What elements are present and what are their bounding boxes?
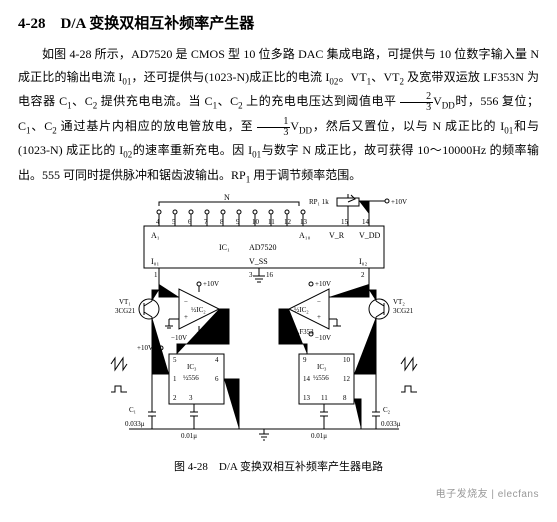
svg-text:9: 9 (303, 356, 307, 364)
sub: 01 (504, 125, 513, 135)
svg-text:2: 2 (173, 394, 177, 402)
svg-text:10: 10 (252, 218, 260, 226)
t: 、C (31, 119, 53, 133)
figure: N RP₁ 1k +10V A₁ A₁₀ V_R V_DD IC₁ AD7520… (18, 194, 539, 474)
lbl-VT2a: VT₂ (393, 298, 405, 306)
svg-text:14: 14 (303, 375, 311, 383)
den: 3 (400, 103, 433, 113)
fraction: 13 (257, 117, 290, 138)
lbl-IC3b: IC₃ (317, 363, 327, 371)
t: ，然后又置位，以与 N 成正比的 I (312, 119, 504, 133)
cap033b: 0.033μ (381, 420, 401, 428)
svg-text:9: 9 (236, 218, 240, 226)
circuit-diagram: N RP₁ 1k +10V A₁ A₁₀ V_R V_DD IC₁ AD7520… (99, 194, 459, 454)
watermark: 电子发烧友 | elecfans (436, 485, 539, 500)
t: 、C (217, 94, 238, 108)
svg-text:+: + (317, 313, 321, 321)
lbl-10v-b: +10V (203, 280, 219, 288)
svg-text:+: + (184, 313, 188, 321)
svg-text:5: 5 (173, 356, 177, 364)
section-heading: 4-28 D/A 变换双相互补频率产生器 (18, 12, 539, 33)
svg-text:−: − (317, 298, 321, 306)
svg-text:4: 4 (156, 218, 160, 226)
lbl-A10: A₁₀ (299, 231, 311, 240)
t: 、VT (371, 70, 399, 84)
lbl-RP1: RP₁ 1k (309, 198, 329, 206)
lbl-556a: ½556 (183, 374, 199, 382)
t: V (290, 119, 299, 133)
lbl-Io1: I₀₁ (151, 257, 159, 266)
sub: 02 (329, 76, 338, 86)
lbl-IC2a: ½IC₂ (191, 306, 206, 314)
lbl-VSS: V_SS (249, 257, 268, 266)
cap001b: 0.01μ (311, 432, 327, 440)
lbl-C1: C₁ (129, 406, 136, 414)
fraction: 23 (400, 92, 433, 113)
sub: 01 (252, 150, 261, 160)
lbl-VR: V_R (329, 231, 345, 240)
den: 3 (257, 128, 290, 138)
lbl-VDD: V_DD (359, 231, 381, 240)
t: 的速率重新充电。因 I (132, 143, 252, 157)
paragraph: 如图 4-28 所示，AD7520 是 CMOS 型 10 位多路 DAC 集成… (18, 43, 539, 188)
lbl-VT2b: 3CG21 (393, 307, 414, 315)
pin3: 3 (249, 271, 253, 279)
lbl-VT1a: VT₁ (119, 298, 131, 306)
figure-caption: 图 4-28 D/A 变换双相互补频率产生器电路 (174, 458, 383, 474)
lbl-10v-d: +10V (137, 344, 153, 352)
lbl-A1: A₁ (151, 231, 160, 240)
lbl-10v-c: +10V (315, 280, 331, 288)
t: 提供充电电流。当 C (97, 94, 212, 108)
pin2: 2 (361, 271, 365, 279)
top-pins: 4 5 6 7 8 9 10 11 12 13 (156, 210, 308, 226)
sub: DD (442, 101, 455, 111)
svg-text:6: 6 (188, 218, 192, 226)
svg-text:4: 4 (215, 356, 219, 364)
lbl-IC2b: ½IC₂ (294, 306, 309, 314)
lbl-556b: ½556 (313, 374, 329, 382)
t: 通过基片内相应的放电管放电，至 (57, 119, 258, 133)
t: ，还可提供与(1023-N)成正比的电流 I (131, 70, 329, 84)
svg-text:12: 12 (284, 218, 292, 226)
t: V (433, 94, 442, 108)
lbl-N: N (224, 194, 230, 202)
pin16: 16 (266, 271, 274, 279)
svg-text:13: 13 (300, 218, 308, 226)
svg-text:11: 11 (321, 394, 328, 402)
lbl-m10v-b: −10V (315, 334, 331, 342)
t: 上的充电电压达到阈值电平 (243, 94, 400, 108)
svg-text:6: 6 (215, 375, 219, 383)
svg-text:−: − (184, 298, 188, 306)
svg-text:13: 13 (303, 394, 311, 402)
pin15: 15 (341, 218, 349, 226)
lbl-AD7520: AD7520 (249, 243, 277, 252)
pin1: 1 (154, 271, 158, 279)
svg-text:11: 11 (268, 218, 275, 226)
svg-text:1: 1 (173, 375, 177, 383)
pin14: 14 (362, 218, 370, 226)
cap033a: 0.033μ (125, 420, 145, 428)
t: 、C (72, 94, 93, 108)
lbl-m10v-a: −10V (171, 334, 187, 342)
lbl-VT1b: 3CG21 (115, 307, 136, 315)
svg-text:8: 8 (343, 394, 347, 402)
svg-text:3: 3 (189, 394, 193, 402)
svg-text:5: 5 (172, 218, 176, 226)
t: 用于调节频率范围。 (250, 168, 361, 182)
sub: DD (299, 125, 312, 135)
svg-text:7: 7 (204, 218, 208, 226)
svg-text:8: 8 (220, 218, 224, 226)
t: 。VT (338, 70, 366, 84)
lbl-Io2: I₀₂ (359, 257, 367, 266)
lbl-IC1: IC₁ (219, 243, 230, 252)
svg-text:10: 10 (343, 356, 351, 364)
cap001a: 0.01μ (181, 432, 197, 440)
num: 1 (257, 117, 290, 128)
sub: 02 (123, 150, 132, 160)
lbl-C2: C₂ (383, 406, 391, 414)
lbl-10v-a: +10V (391, 198, 407, 206)
svg-text:12: 12 (343, 375, 351, 383)
lbl-IC3a: IC₃ (187, 363, 197, 371)
